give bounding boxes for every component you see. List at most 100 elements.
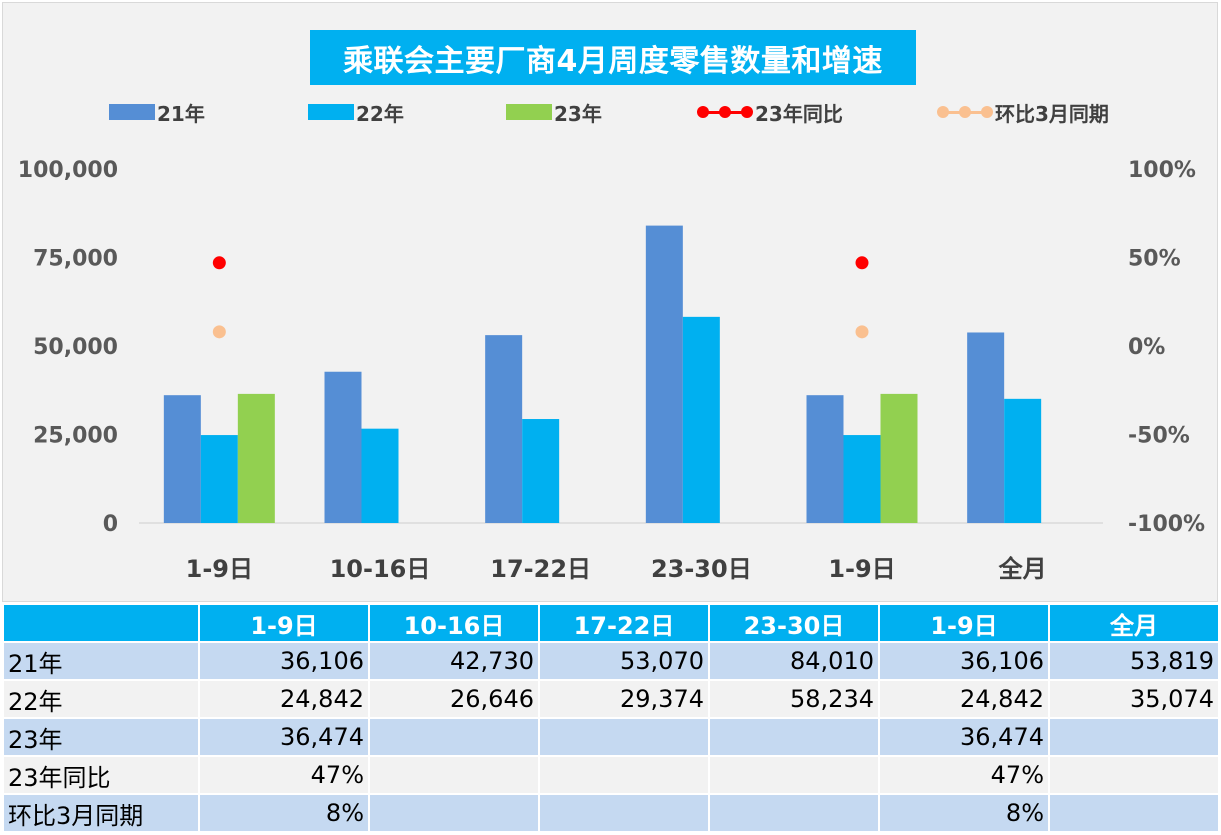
table-header-cell <box>2 603 200 643</box>
row-label: 21年 <box>2 641 200 681</box>
bar-21年 <box>163 395 201 523</box>
y2-tick-label: -100% <box>1128 512 1205 537</box>
point-环比3月同期 <box>855 325 869 339</box>
legend-label-22: 22年 <box>356 101 404 126</box>
y2-tick-label: 0% <box>1128 335 1165 360</box>
y-tick-label: 0 <box>103 512 118 537</box>
bar-21年 <box>485 335 523 523</box>
table-cell <box>1048 717 1220 757</box>
legend-line-yoy <box>697 104 753 120</box>
bar-21年 <box>806 395 844 523</box>
legend-swatch-22 <box>308 104 354 120</box>
chart-plot: 0 25,000 50,000 75,000 100,000 -100% -50% 0% 50%… <box>18 158 1205 583</box>
bar-22年 <box>200 435 238 523</box>
x-tick-label: 1-9日 <box>186 555 253 583</box>
table-cell <box>538 755 710 795</box>
bar-23年 <box>237 393 275 523</box>
table-header-cell: 1-9日 <box>878 603 1050 643</box>
table-cell: 26,646 <box>368 679 540 719</box>
legend-label-yoy: 23年同比 <box>755 101 843 126</box>
table-header-cell: 全月 <box>1048 603 1220 643</box>
y2-tick-label: -50% <box>1128 424 1190 449</box>
point-环比3月同期 <box>212 325 226 339</box>
table-row: 23年同比 47% 47% <box>2 755 1220 795</box>
table-cell: 36,474 <box>878 717 1050 757</box>
table-cell: 8% <box>198 793 370 833</box>
point-23年同比 <box>212 256 226 270</box>
bar-22年 <box>522 419 560 523</box>
row-label: 环比3月同期 <box>2 793 200 833</box>
y-tick-label: 100,000 <box>18 158 118 183</box>
x-tick-label: 17-22日 <box>490 555 591 583</box>
table-row: 21年 36,106 42,730 53,070 84,010 36,106 5… <box>2 641 1220 681</box>
table-header-row: 1-9日 10-16日 17-22日 23-30日 1-9日 全月 <box>2 603 1220 643</box>
table-cell <box>708 755 880 795</box>
bar-22年 <box>1004 398 1042 523</box>
table-cell <box>708 793 880 833</box>
table-cell: 84,010 <box>708 641 880 681</box>
row-label: 23年 <box>2 717 200 757</box>
table-cell: 35,074 <box>1048 679 1220 719</box>
legend-line-mom <box>937 104 993 120</box>
x-tick-label: 10-16日 <box>330 555 431 583</box>
table-cell <box>368 793 540 833</box>
table-row: 环比3月同期 8% 8% <box>2 793 1220 833</box>
chart-area: 乘联会主要厂商4月周度零售数量和增速 21年 22年 23年 23年同比 环比3… <box>2 2 1218 602</box>
table-cell <box>708 717 880 757</box>
chart-title: 乘联会主要厂商4月周度零售数量和增速 <box>343 43 883 79</box>
legend-swatch-21 <box>109 104 155 120</box>
y-tick-label: 75,000 <box>33 247 118 272</box>
legend-item-23: 23年 <box>506 100 602 126</box>
bar-22年 <box>682 316 720 523</box>
legend-label-21: 21年 <box>157 101 205 126</box>
table-cell: 53,070 <box>538 641 710 681</box>
y2-tick-label: 50% <box>1128 247 1181 272</box>
y-tick-label: 25,000 <box>33 424 118 449</box>
table-cell: 42,730 <box>368 641 540 681</box>
bar-21年 <box>324 371 362 523</box>
legend-item-21: 21年 <box>109 100 205 126</box>
x-tick-label: 23-30日 <box>651 555 752 583</box>
y2-tick-label: 100% <box>1128 158 1196 183</box>
legend-label-23: 23年 <box>554 101 602 126</box>
table-header-cell: 17-22日 <box>538 603 710 643</box>
bar-21年 <box>967 332 1005 523</box>
bar-22年 <box>843 435 881 523</box>
x-tick-label: 全月 <box>998 555 1047 583</box>
bar-21年 <box>645 225 683 523</box>
table-header-cell: 23-30日 <box>708 603 880 643</box>
table-header-cell: 1-9日 <box>198 603 370 643</box>
table-cell: 58,234 <box>708 679 880 719</box>
legend-item-mom: 环比3月同期 <box>937 100 1109 126</box>
table-cell <box>538 717 710 757</box>
row-label: 23年同比 <box>2 755 200 795</box>
bar-22年 <box>361 428 399 523</box>
legend-label-mom: 环比3月同期 <box>995 101 1109 126</box>
table-cell: 8% <box>878 793 1050 833</box>
table-header-cell: 10-16日 <box>368 603 540 643</box>
row-label: 22年 <box>2 679 200 719</box>
table-cell: 24,842 <box>878 679 1050 719</box>
table-cell <box>538 793 710 833</box>
table-cell <box>368 717 540 757</box>
table-cell: 53,819 <box>1048 641 1220 681</box>
table-cell: 47% <box>878 755 1050 795</box>
x-tick-label: 1-9日 <box>828 555 895 583</box>
legend-swatch-23 <box>506 104 552 120</box>
table-row: 22年 24,842 26,646 29,374 58,234 24,842 3… <box>2 679 1220 719</box>
legend-item-22: 22年 <box>308 100 404 126</box>
table-cell: 36,106 <box>878 641 1050 681</box>
chart-title-box: 乘联会主要厂商4月周度零售数量和增速 <box>310 30 916 85</box>
table-cell: 29,374 <box>538 679 710 719</box>
table-cell: 36,106 <box>198 641 370 681</box>
bar-23年 <box>880 393 918 523</box>
y-tick-label: 50,000 <box>33 335 118 360</box>
table-row: 23年 36,474 36,474 <box>2 717 1220 757</box>
table-cell <box>368 755 540 795</box>
point-23年同比 <box>855 256 869 270</box>
legend-item-yoy: 23年同比 <box>697 100 843 126</box>
table-cell <box>1048 755 1220 795</box>
data-table: 1-9日 10-16日 17-22日 23-30日 1-9日 全月 21年 36… <box>2 603 1220 833</box>
table-cell <box>1048 793 1220 833</box>
table-cell: 24,842 <box>198 679 370 719</box>
